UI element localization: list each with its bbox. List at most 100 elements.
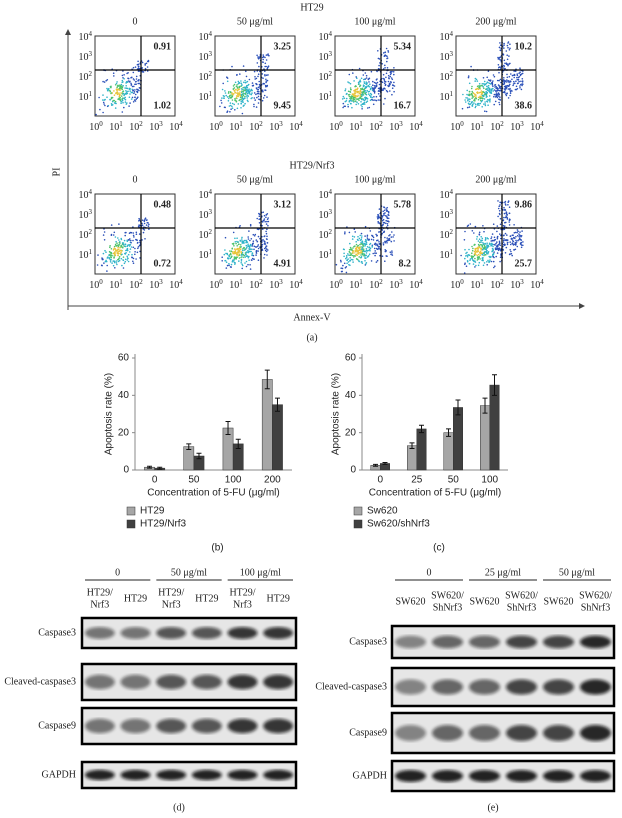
event-dot	[126, 81, 129, 83]
event-dot	[502, 54, 505, 56]
y-tick-label: 60	[345, 353, 357, 364]
event-dot	[135, 78, 138, 80]
event-dot	[267, 53, 269, 55]
event-dot	[387, 74, 390, 77]
event-dot	[116, 91, 119, 93]
x-tick-label: 100	[329, 120, 343, 134]
event-dot	[120, 83, 123, 86]
event-dot	[134, 96, 136, 98]
event-dot	[381, 224, 384, 227]
tick-base: 10	[470, 122, 480, 133]
event-dot	[391, 252, 393, 254]
event-dot	[509, 43, 511, 45]
event-dot	[378, 208, 381, 210]
event-dot	[362, 90, 365, 93]
event-dot	[248, 89, 250, 91]
event-dot	[265, 54, 268, 56]
error-bar	[274, 397, 280, 412]
event-dot	[509, 47, 511, 50]
event-dot	[512, 84, 514, 87]
event-dot	[390, 236, 393, 238]
event-dot	[520, 242, 522, 244]
event-dot	[108, 87, 110, 90]
event-dot	[381, 232, 384, 235]
x-tick-label: 101	[109, 278, 123, 292]
event-dot	[517, 230, 519, 233]
event-dot	[344, 89, 347, 92]
tick-exp: 1	[480, 278, 484, 286]
panel-label: 0	[133, 16, 138, 27]
event-dot	[372, 252, 375, 255]
event-dot	[474, 225, 477, 228]
event-dot	[391, 93, 393, 96]
event-dot	[364, 225, 367, 228]
event-dot	[503, 42, 505, 45]
event-dot	[244, 102, 246, 105]
event-dot	[114, 253, 116, 255]
event-dot	[468, 262, 471, 265]
event-dot	[474, 266, 476, 268]
event-dot	[258, 86, 261, 88]
event-dot	[231, 259, 234, 262]
event-dot	[516, 229, 519, 231]
event-dot	[360, 254, 362, 256]
error-bar	[491, 374, 497, 396]
event-dot	[469, 258, 472, 260]
event-dot	[234, 263, 236, 265]
tick-exp: 4	[419, 278, 423, 286]
event-dot	[477, 87, 479, 90]
event-dot	[256, 217, 259, 220]
event-dot	[121, 111, 124, 113]
event-dot	[239, 98, 241, 101]
event-dot	[504, 67, 506, 70]
event-dot	[493, 89, 496, 91]
event-dot	[356, 95, 359, 98]
protein-label: Cleaved-caspase3	[4, 676, 76, 687]
tick-base: 10	[369, 280, 379, 291]
event-dot	[138, 224, 140, 226]
event-dot	[479, 97, 481, 99]
event-dot	[504, 208, 506, 211]
event-dot	[467, 75, 470, 77]
event-dot	[521, 80, 524, 82]
event-dot	[110, 97, 113, 100]
event-dot	[502, 91, 505, 94]
event-dot	[489, 259, 491, 261]
event-dot	[127, 244, 129, 246]
event-dot	[493, 93, 496, 96]
event-dot	[506, 73, 508, 76]
event-dot	[358, 260, 361, 263]
event-dot	[365, 262, 368, 264]
tick-base: 10	[79, 210, 89, 221]
event-dot	[514, 88, 517, 91]
event-dot	[253, 103, 255, 106]
event-dot	[131, 253, 133, 256]
event-dot	[476, 254, 479, 257]
event-dot	[384, 236, 386, 239]
band	[542, 679, 575, 695]
event-dot	[225, 94, 227, 97]
event-dot	[505, 93, 507, 95]
tick-base: 10	[199, 52, 209, 63]
event-dot	[481, 259, 483, 262]
event-dot	[504, 252, 507, 254]
event-dot	[492, 90, 495, 92]
tick-base: 10	[440, 210, 450, 221]
event-dot	[124, 260, 127, 263]
event-dot	[498, 98, 500, 100]
event-dot	[492, 223, 495, 225]
bar	[453, 407, 463, 471]
event-dot	[502, 234, 505, 237]
event-dot	[104, 98, 106, 101]
event-dot	[131, 85, 134, 88]
band	[468, 725, 501, 741]
event-dot	[506, 214, 509, 216]
event-dot	[353, 92, 356, 95]
tick-base: 10	[199, 250, 209, 261]
event-dot	[127, 260, 130, 263]
quadrant-value: 0.91	[154, 41, 172, 52]
event-dot	[497, 95, 500, 97]
event-dot	[364, 254, 367, 257]
event-dot	[349, 242, 351, 245]
